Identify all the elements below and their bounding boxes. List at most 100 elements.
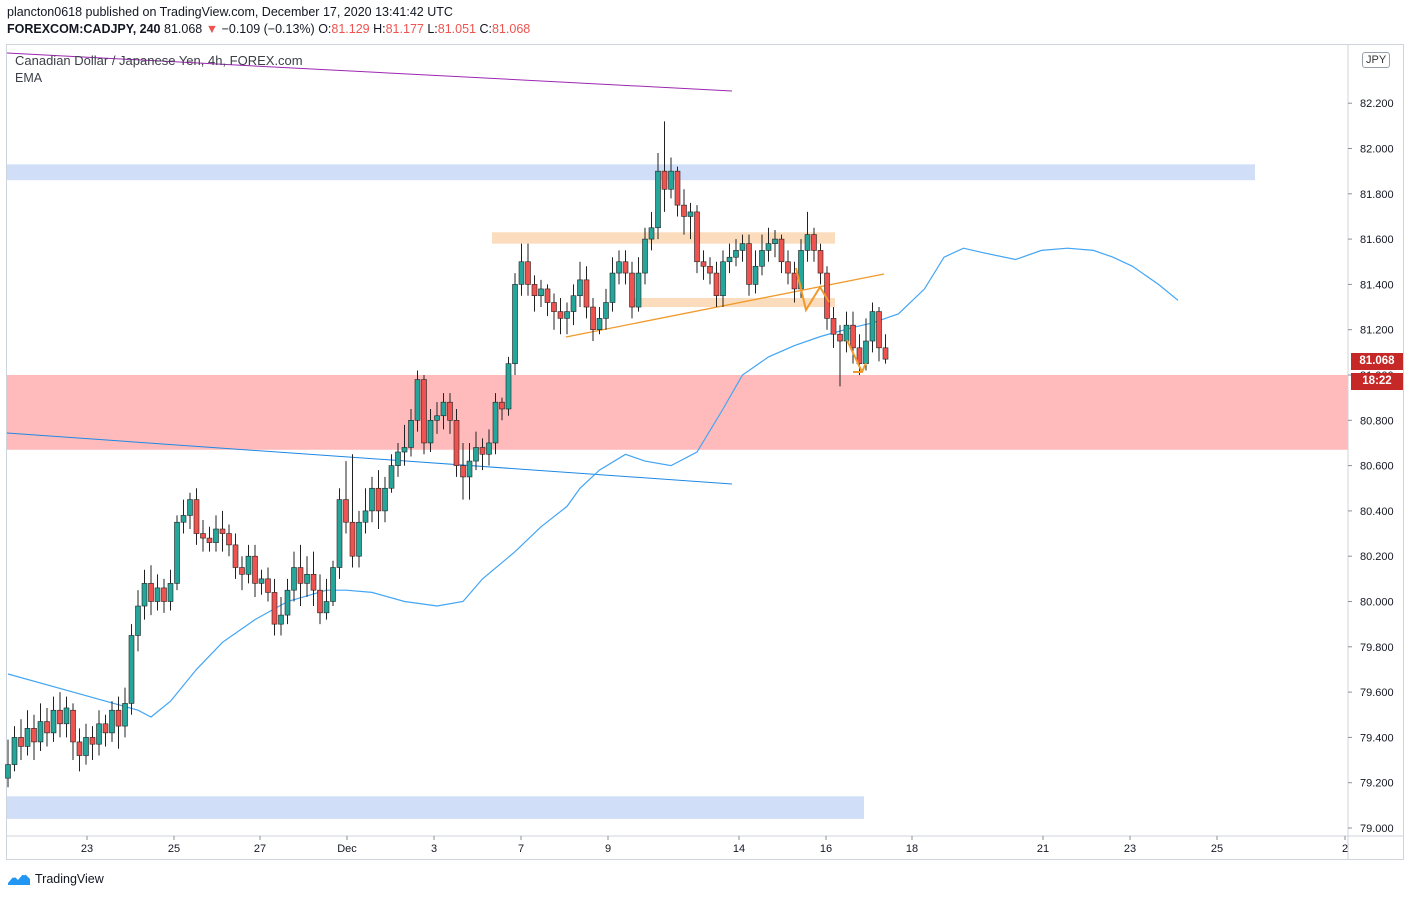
candle-down: [707, 257, 713, 285]
candle-body: [850, 324, 856, 349]
candle-body: [772, 238, 778, 244]
candle-up: [440, 393, 447, 430]
ema-legend[interactable]: EMA: [15, 71, 43, 85]
candle-body: [252, 555, 258, 584]
candle-body: [148, 583, 154, 602]
candle-up: [258, 569, 265, 595]
x-tick-label: Dec: [337, 843, 357, 855]
candle-up: [323, 578, 330, 620]
candle-body: [96, 723, 102, 745]
candle-up: [752, 250, 759, 294]
candle-body: [843, 324, 850, 342]
candle-body: [869, 311, 876, 342]
demand-zone-red: [7, 375, 1348, 450]
candle-body: [499, 401, 505, 410]
candle-body: [102, 723, 109, 734]
candle-down: [31, 714, 37, 761]
candle-down: [232, 533, 239, 579]
candle-up: [83, 723, 89, 765]
candle-body: [674, 170, 681, 206]
candle-body: [655, 170, 661, 229]
candle-body: [297, 567, 304, 584]
candle-body: [167, 583, 174, 602]
candle-body: [265, 578, 271, 593]
candle-up: [37, 703, 44, 751]
y-tick-label: 80.200: [1360, 551, 1394, 563]
candle-up: [642, 227, 648, 285]
candle-up: [466, 442, 473, 500]
candle-body: [395, 451, 401, 466]
candle-body: [830, 318, 837, 335]
candle-up: [395, 442, 401, 477]
candle-body: [317, 589, 323, 614]
candle-body: [635, 272, 642, 308]
candle-body: [5, 764, 11, 779]
candle-body: [291, 567, 297, 591]
candle-up: [772, 230, 778, 258]
low-value: 81.051: [437, 22, 476, 36]
candle-body: [369, 487, 375, 512]
ema-layer: [7, 247, 1179, 718]
candle-up: [759, 234, 765, 276]
candle-up: [382, 476, 388, 523]
currency-badge[interactable]: JPY: [1362, 52, 1391, 68]
candle-body: [765, 243, 772, 251]
x-tick-label: 3: [431, 843, 437, 855]
candle-up: [616, 250, 622, 285]
candle-body: [564, 311, 570, 319]
candle-down: [525, 243, 531, 296]
candle-down: [343, 461, 349, 534]
candle-up: [414, 370, 421, 432]
candle-down: [590, 297, 596, 342]
candle-up: [174, 515, 180, 591]
candle-body: [785, 261, 791, 274]
candle-body: [239, 567, 245, 575]
candle-up: [635, 257, 642, 312]
candle-body: [414, 379, 421, 421]
candle-down: [661, 121, 668, 212]
candle-up: [486, 429, 492, 466]
candle-body: [128, 635, 135, 704]
candle-body: [609, 272, 616, 303]
change-value: −0.109 (−0.13%): [221, 22, 315, 36]
footer-brand[interactable]: TradingView: [7, 871, 104, 887]
candle-body: [577, 279, 583, 297]
ema-line: [7, 247, 1179, 718]
chart-legend-title[interactable]: Canadian Dollar / Japanese Yen, 4h, FORE…: [15, 53, 303, 68]
candle-body: [453, 419, 460, 466]
candle-body: [681, 204, 687, 217]
candle-down: [622, 250, 629, 285]
candles-layer: [5, 121, 889, 788]
candle-body: [310, 574, 317, 591]
candle-down: [219, 510, 226, 552]
orange-projection-arrow: [846, 339, 863, 373]
candle-up: [512, 273, 518, 375]
candle-up: [330, 560, 336, 607]
candle-up: [668, 157, 674, 199]
candle-up: [863, 318, 869, 371]
y-tick-label: 80.400: [1360, 506, 1394, 518]
y-tick-label: 81.600: [1360, 234, 1394, 246]
candle-body: [219, 528, 226, 534]
candle-up: [356, 510, 362, 568]
candle-body: [525, 261, 531, 285]
chart-frame: [6, 44, 1404, 860]
candle-down: [791, 261, 798, 303]
candle-body: [356, 521, 362, 557]
candle-down: [837, 325, 843, 387]
symbol-label: FOREXCOM:CADJPY, 240: [7, 22, 161, 36]
candle-up: [603, 288, 609, 330]
candle-body: [24, 728, 31, 747]
candle-down: [830, 307, 837, 348]
candle-body: [733, 250, 739, 258]
candle-up: [648, 211, 655, 251]
open-value: 81.129: [331, 22, 370, 36]
candle-body: [505, 363, 512, 410]
candle-down: [148, 565, 154, 616]
candle-down: [252, 544, 258, 597]
candle-body: [323, 601, 330, 614]
candle-body: [408, 419, 414, 448]
candle-down: [447, 393, 453, 434]
candle-up: [733, 239, 739, 267]
